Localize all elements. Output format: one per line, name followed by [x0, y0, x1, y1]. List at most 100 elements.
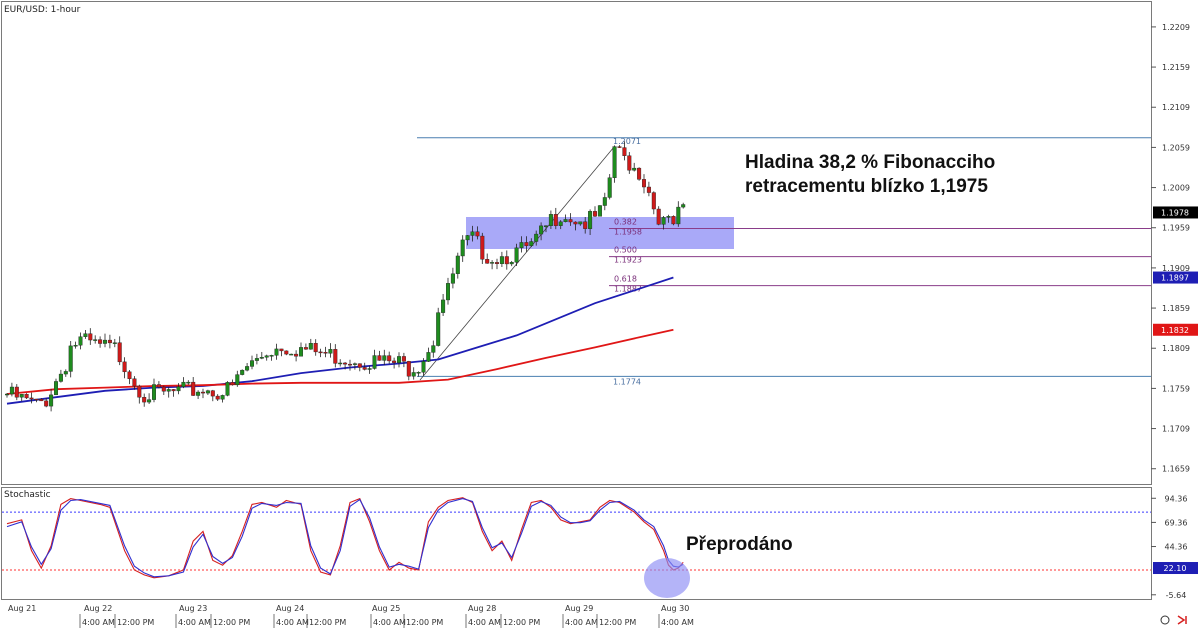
- candle-body: [504, 256, 509, 265]
- candle-body: [485, 259, 490, 264]
- candle-body: [88, 333, 93, 341]
- fib-price-label: 1.1887: [614, 285, 642, 294]
- candle-body: [269, 355, 274, 357]
- candle-body: [220, 395, 225, 400]
- candle-body: [401, 356, 406, 362]
- candle-body: [68, 345, 73, 372]
- candle-body: [156, 384, 161, 388]
- fib-annotation-line1: Hladina 38,2 % Fibonacciho: [745, 152, 995, 173]
- candle-body: [490, 262, 495, 264]
- candle-body: [480, 235, 485, 260]
- y-tick-label: 1.1909: [1162, 264, 1190, 273]
- candle-body: [98, 339, 103, 344]
- candle-body: [279, 348, 284, 352]
- y-tick-label: 1.1959: [1162, 224, 1190, 233]
- candle-body: [73, 344, 78, 347]
- candle-body: [343, 362, 348, 365]
- y-tick-label: 1.2009: [1162, 184, 1190, 193]
- candle-body: [205, 390, 210, 394]
- candle-body: [509, 262, 514, 265]
- candle-body: [617, 146, 622, 148]
- candle-body: [58, 373, 63, 382]
- candle-body: [186, 381, 191, 384]
- x-date-label: Aug 25: [372, 604, 400, 613]
- candle-body: [200, 391, 205, 394]
- x-time-label: 4:00 AM: [276, 618, 309, 627]
- candle-body: [299, 347, 304, 357]
- candle-body: [553, 214, 558, 226]
- candle-body: [499, 256, 504, 264]
- candle-body: [431, 345, 436, 353]
- candle-body: [529, 241, 534, 246]
- candle-body: [681, 204, 686, 208]
- candle-body: [284, 350, 289, 355]
- candle-body: [406, 361, 411, 377]
- x-time-label: 12:00 PM: [213, 618, 250, 627]
- candle-body: [426, 352, 431, 362]
- sync-icon[interactable]: [1160, 615, 1170, 625]
- y-tick-label: 1.1659: [1162, 465, 1190, 474]
- candle-body: [34, 398, 39, 401]
- candle-body: [411, 372, 416, 377]
- candle-body: [191, 381, 196, 396]
- candle-body: [387, 355, 392, 362]
- candle-body: [254, 358, 259, 361]
- stoch-value-tag: 22.10: [1164, 564, 1187, 573]
- candle-body: [142, 397, 147, 403]
- fib-annotation-line2: retracementu blízko 1,1975: [745, 176, 988, 197]
- candle-body: [225, 382, 230, 396]
- candle-body: [235, 374, 240, 386]
- candle-body: [313, 343, 318, 353]
- candle-body: [137, 385, 142, 398]
- candle-body: [333, 349, 338, 364]
- ma-fast-price-tag-bg: [1153, 271, 1198, 284]
- candle-body: [259, 357, 264, 359]
- candle-body: [14, 386, 19, 398]
- scroll-right-icon[interactable]: [1177, 615, 1187, 625]
- x-time-label: 4:00 AM: [82, 618, 115, 627]
- oversold-annotation: Přeprodáno: [686, 534, 793, 555]
- x-time-label: 12:00 PM: [406, 618, 443, 627]
- stoch-tick-label: 69.36: [1165, 518, 1188, 527]
- candle-body: [147, 399, 152, 403]
- candle-body: [112, 342, 117, 344]
- candle-body: [4, 393, 9, 396]
- candle-body: [294, 353, 299, 357]
- candle-body: [465, 235, 470, 241]
- stoch-main-line: [6, 497, 684, 579]
- candle-body: [24, 394, 29, 399]
- x-time-label: 4:00 AM: [468, 618, 501, 627]
- candle-body: [127, 371, 132, 379]
- candle-body: [181, 381, 186, 387]
- candle-body: [558, 221, 563, 226]
- x-time-label: 12:00 PM: [309, 618, 346, 627]
- candle-body: [455, 255, 460, 274]
- candle-body: [372, 355, 377, 369]
- candle-body: [151, 384, 156, 400]
- x-time-label: 4:00 AM: [178, 618, 211, 627]
- y-tick-label: 1.1709: [1162, 425, 1190, 434]
- candle-body: [470, 231, 475, 236]
- candle-body: [637, 167, 642, 180]
- candle-body: [519, 242, 524, 249]
- candle-body: [441, 299, 446, 313]
- stoch-tick-label: -5.64: [1166, 591, 1187, 600]
- fib-price-label: 1.1958: [614, 228, 642, 237]
- stoch-signal-line: [6, 498, 684, 578]
- candle-body: [421, 361, 426, 373]
- candle-body: [534, 233, 539, 242]
- candle-body: [362, 367, 367, 370]
- stoch-tick-label: 94.36: [1165, 494, 1188, 503]
- candle-body: [249, 360, 254, 367]
- candle-body: [122, 361, 127, 373]
- candle-body: [78, 336, 83, 346]
- x-date-label: Aug 29: [565, 604, 593, 613]
- candle-body: [264, 355, 269, 358]
- swing-trend-line: [419, 146, 615, 381]
- x-time-label: 12:00 PM: [117, 618, 154, 627]
- ma-fast-price-tag: 1.1897: [1161, 274, 1189, 283]
- candle-body: [303, 347, 308, 350]
- candle-body: [460, 239, 465, 257]
- candle-body: [377, 355, 382, 361]
